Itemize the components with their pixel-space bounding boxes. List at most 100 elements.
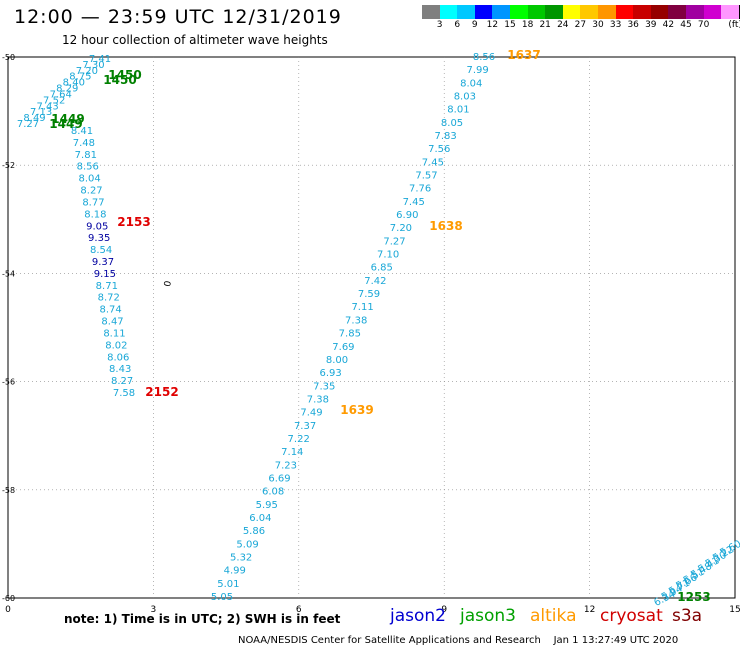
x-tick-label: 3 xyxy=(151,605,157,615)
track-middle-value: 7.85 xyxy=(339,329,361,340)
track-middle-value: 7.59 xyxy=(358,289,380,300)
colorbar-label: 3 xyxy=(436,20,443,30)
x-tick-label: 12 xyxy=(584,605,595,615)
colorbar-swatch xyxy=(545,5,563,19)
track-west-value: 7.48 xyxy=(73,138,95,149)
track-middle-value: 7.37 xyxy=(294,421,316,432)
track-middle-value: 5.95 xyxy=(256,500,278,511)
y-tick-label: -56 xyxy=(2,378,15,387)
colorbar-label: 6 xyxy=(454,20,461,30)
track-west-value: 8.41 xyxy=(71,126,93,137)
track-west-value: 7.81 xyxy=(75,150,97,161)
units-note: note: 1) Time is in UTC; 2) SWH is in fe… xyxy=(64,612,341,626)
track-west-value: 9.05 xyxy=(86,221,108,232)
colorbar-swatch xyxy=(633,5,651,19)
track-west-value: 8.27 xyxy=(80,186,102,197)
track-west-value: 8.49 xyxy=(23,113,45,124)
colorbar-label: 24 xyxy=(557,20,569,30)
track-west-value: 8.74 xyxy=(100,305,122,316)
time-label: 2152 xyxy=(145,385,178,399)
track-east-value: 5.60 xyxy=(718,539,740,559)
track-middle-value: 8.04 xyxy=(460,78,482,89)
track-west-value: 7.43 xyxy=(37,101,59,112)
track-middle-value: 8.00 xyxy=(326,355,348,366)
colorbar-label: 36 xyxy=(627,20,639,30)
track-west-value: 8.56 xyxy=(77,162,99,173)
y-tick-label: -58 xyxy=(2,486,15,495)
track-west-value: 8.02 xyxy=(105,340,127,351)
colorbar-label: 42 xyxy=(662,20,675,30)
colorbar-label: 39 xyxy=(645,20,657,30)
track-middle-value: 8.01 xyxy=(447,105,469,116)
track-west-value: 9.37 xyxy=(92,257,114,268)
x-tick-label: 9 xyxy=(441,605,447,615)
colorbar-label: 18 xyxy=(521,20,534,30)
track-west-value: 8.47 xyxy=(101,317,123,328)
track-west-value: 8.06 xyxy=(107,352,129,363)
colorbar-label: 12 xyxy=(486,20,499,30)
track-west-value: 7.52 xyxy=(43,95,65,106)
track-middle-value: 7.99 xyxy=(466,65,488,76)
time-label: 1449 xyxy=(49,117,82,131)
track-middle-value: 8.03 xyxy=(454,92,476,103)
track-middle-value: 7.42 xyxy=(364,276,386,287)
colorbar-swatch xyxy=(738,5,740,19)
track-middle-value: 7.45 xyxy=(403,197,425,208)
colorbar-label: 30 xyxy=(592,20,604,30)
time-label: 1637 xyxy=(507,48,540,62)
track-west-value: 7.13 xyxy=(30,107,52,118)
time-label: 2153 xyxy=(117,215,150,229)
track-west-value: 8.54 xyxy=(90,245,112,256)
track-middle-value: 6.93 xyxy=(320,368,342,379)
track-middle-value: 7.11 xyxy=(351,302,373,313)
page-title: 12:00 — 23:59 UTC 12/31/2019 xyxy=(14,6,342,28)
track-west-value: 7.64 xyxy=(50,89,72,100)
track-middle-value: 4.99 xyxy=(224,566,246,577)
track-west-value: 7.41 xyxy=(89,54,111,65)
colorbar-swatch xyxy=(650,5,669,19)
track-west-value: 9.15 xyxy=(94,269,116,280)
track-west-value: 8.27 xyxy=(111,376,133,387)
colorbar-swatch xyxy=(509,5,528,19)
track-middle-value: 7.14 xyxy=(281,447,303,458)
track-middle-value: 7.10 xyxy=(377,250,399,261)
track-middle-value: 5.01 xyxy=(217,579,239,590)
time-label: 1638 xyxy=(429,219,462,233)
track-west-value: 8.43 xyxy=(109,364,131,375)
track-middle-value: 7.83 xyxy=(435,131,457,142)
time-label: 1639 xyxy=(340,403,373,417)
track-middle-value: 7.35 xyxy=(313,381,335,392)
colorbar-swatch xyxy=(422,5,440,19)
track-west-value: 7.58 xyxy=(113,388,135,399)
track-west-value: 7.30 xyxy=(82,60,104,71)
track-west-value: 8.11 xyxy=(103,328,125,339)
x-tick-label: 0 xyxy=(5,605,11,615)
track-middle-value: 7.22 xyxy=(288,434,310,445)
colorbar-label: 15 xyxy=(504,20,516,30)
track-west-value: 7.20 xyxy=(76,66,98,77)
track-west-value: 8.29 xyxy=(56,84,78,95)
footer-credit-text: NOAA/NESDIS Center for Satellite Applica… xyxy=(238,635,541,646)
track-middle-value: 6.69 xyxy=(268,473,290,484)
x-tick-label: 15 xyxy=(729,605,740,615)
track-middle-value: 8.05 xyxy=(441,118,463,129)
colorbar-swatch xyxy=(527,5,546,19)
track-middle-value: 7.45 xyxy=(422,157,444,168)
track-middle-value: 5.32 xyxy=(230,552,252,563)
time-label: 1253 xyxy=(677,590,710,604)
colorbar-swatch xyxy=(597,5,616,19)
track-middle-value: 6.85 xyxy=(371,263,393,274)
colorbar-swatch xyxy=(474,5,493,19)
track-middle-value: 7.57 xyxy=(415,171,437,182)
track-middle-value: 7.20 xyxy=(390,223,412,234)
track-west-value: 8.18 xyxy=(84,209,106,220)
track-middle-value: 6.04 xyxy=(249,513,271,524)
track-west-value: 8.71 xyxy=(96,281,118,292)
track-west-value: 7.27 xyxy=(17,119,39,130)
colorbar-swatch xyxy=(580,5,598,19)
y-tick-label: -60 xyxy=(2,594,15,603)
x-tick-label: 6 xyxy=(296,605,302,615)
colorbar-swatch xyxy=(457,5,475,19)
track-middle-value: 5.86 xyxy=(243,526,265,537)
legend-altika: altika xyxy=(530,606,577,626)
